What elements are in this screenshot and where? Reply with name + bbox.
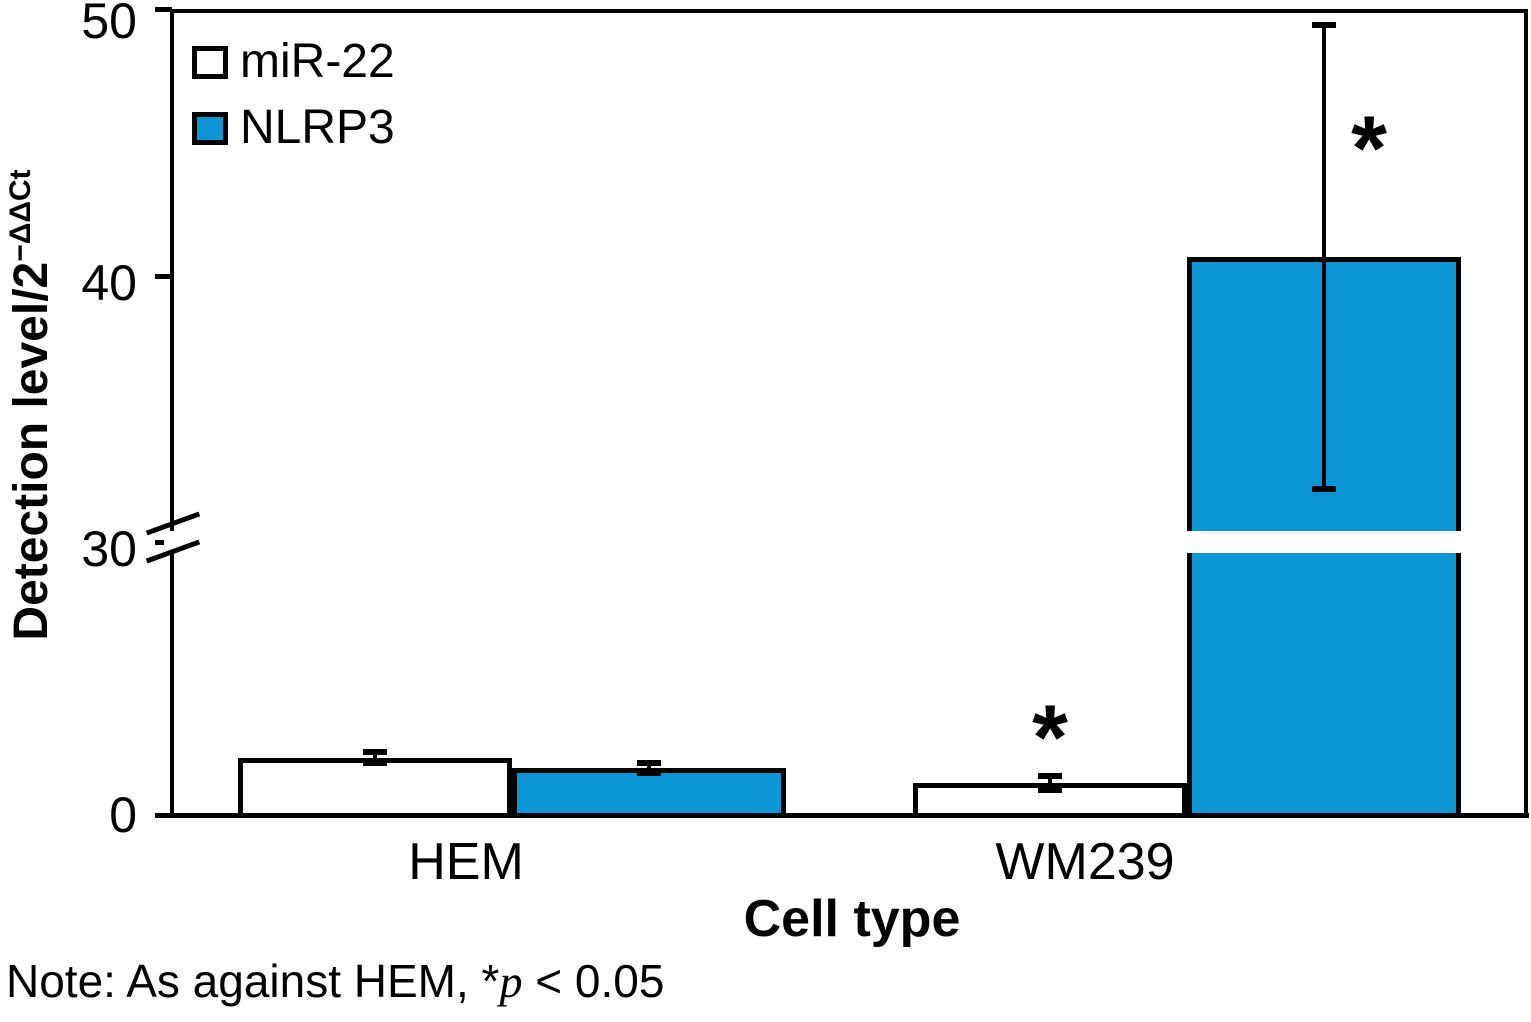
error-bar-cap-bottom <box>1312 485 1336 492</box>
legend-item-miR-22: miR-22 <box>192 38 395 86</box>
note-suffix: < 0.05 <box>522 955 665 1007</box>
legend-item-label: NLRP3 <box>240 101 395 154</box>
error-bar-line <box>373 751 377 764</box>
y-tick-label-50: 50 <box>81 0 137 49</box>
error-bar-line <box>647 762 651 773</box>
error-bar-cap-top <box>363 748 387 755</box>
error-bar-cap-top <box>1312 21 1336 28</box>
y-axis-title-exponent: −ΔΔCt <box>4 169 37 262</box>
category-label-hem: HEM <box>408 833 524 891</box>
plot-top-border <box>170 9 1527 13</box>
error-bar-cap-bottom <box>363 760 387 767</box>
legend-item-label: miR-22 <box>240 35 395 88</box>
error-bar-cap-bottom <box>1038 787 1062 794</box>
bar-wm239-nlrp3-lower-segment <box>1187 553 1461 816</box>
error-bar-cap-top <box>1038 772 1062 779</box>
y-tick-label-40: 40 <box>81 254 137 311</box>
x-axis-title: Cell type <box>743 890 961 948</box>
y-tick-40 <box>155 273 172 279</box>
legend-item-NLRP3: NLRP3 <box>192 104 395 152</box>
significance-asterisk: * <box>1032 687 1068 790</box>
y-axis-title-base: Detection level/2 <box>5 261 58 641</box>
y-tick-label-0: 0 <box>109 787 137 843</box>
y-tick-30 <box>155 540 172 545</box>
note-p-symbol: p <box>499 956 523 1007</box>
y-tick-label-30: 30 <box>81 521 137 577</box>
y-tick-50 <box>155 7 172 12</box>
note-prefix: Note: As against HEM, * <box>6 955 500 1007</box>
significance-asterisk: * <box>1351 97 1387 200</box>
error-bar-line <box>1322 24 1326 489</box>
y-axis-title: Detection level/2−ΔΔCt <box>4 0 60 825</box>
category-label-wm239: WM239 <box>995 833 1175 891</box>
x-axis-line <box>155 813 1529 818</box>
legend-swatch-icon <box>192 45 228 79</box>
figure-note: Note: As against HEM, *p < 0.05 <box>6 956 664 1008</box>
legend-swatch-icon <box>192 111 228 145</box>
plot-right-border <box>1524 9 1528 816</box>
error-bar-cap-bottom <box>637 769 661 776</box>
error-bar-line <box>1048 775 1052 791</box>
error-bar-cap-top <box>637 759 661 766</box>
y-axis-line <box>170 9 174 816</box>
